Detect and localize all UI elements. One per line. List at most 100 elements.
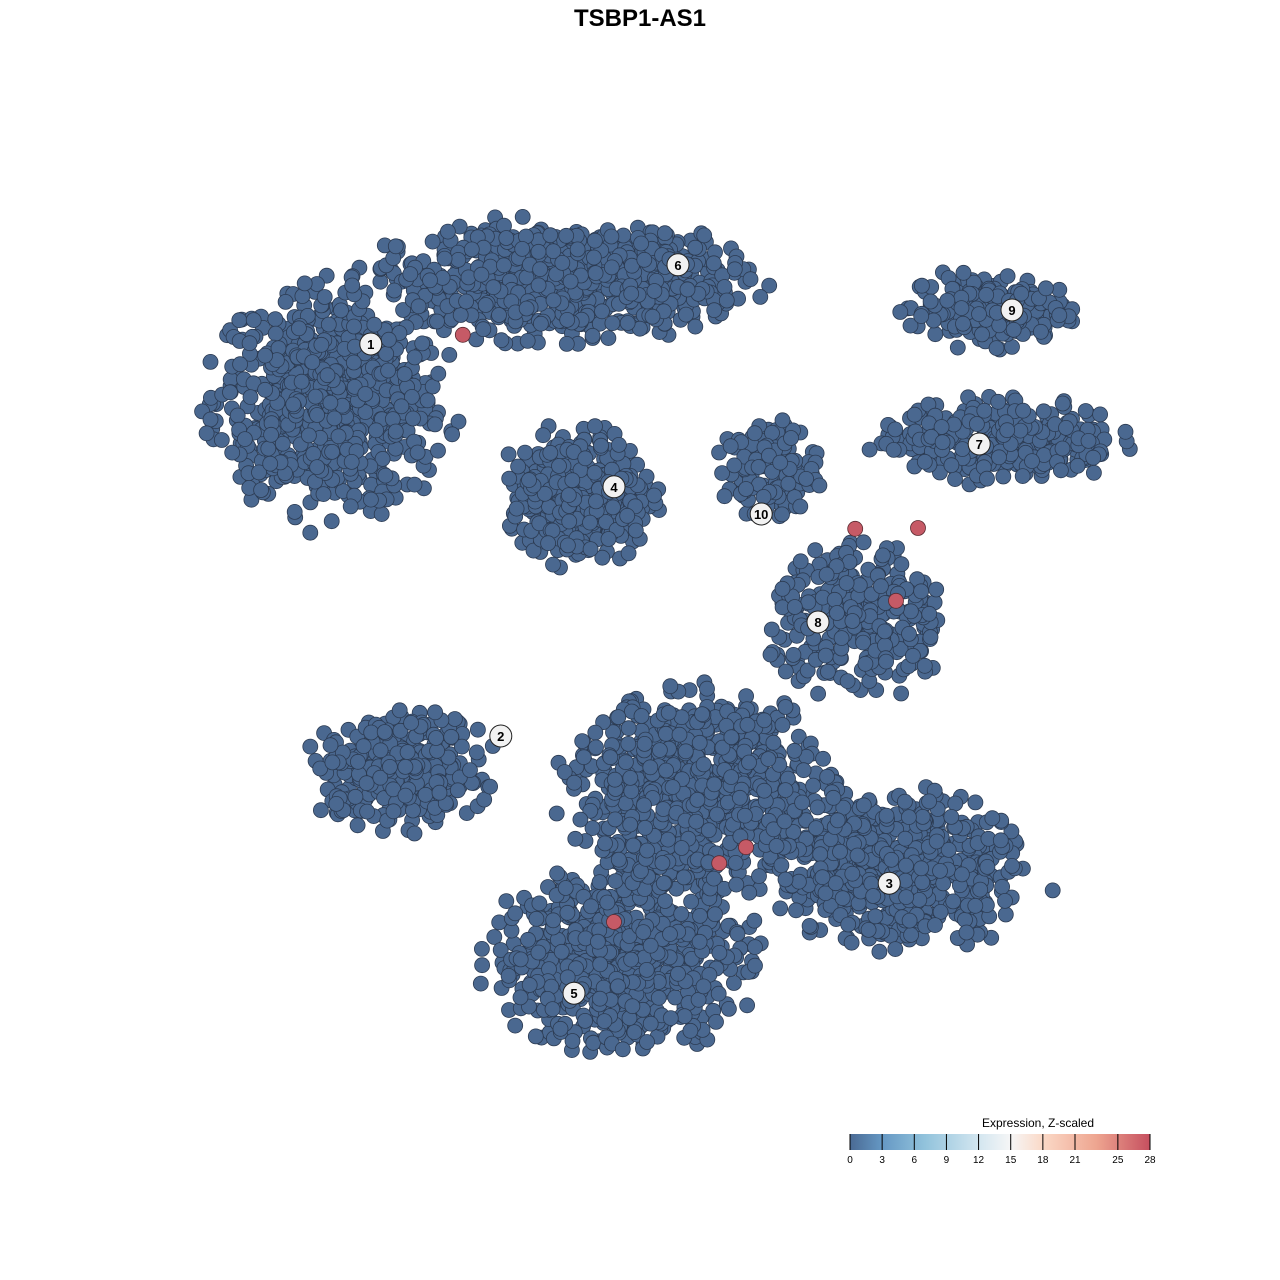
cell-point (650, 989, 667, 1006)
cell-point (424, 233, 441, 250)
chart-title: TSBP1-AS1 (574, 5, 706, 32)
cell-point (414, 335, 431, 352)
cell-point (473, 266, 490, 283)
cell-point (313, 336, 330, 353)
cell-point (1024, 453, 1040, 470)
cell-point (969, 416, 985, 432)
cell-point (285, 396, 302, 413)
cell-point (474, 957, 491, 974)
cell-point (972, 881, 989, 898)
cell-point (785, 647, 802, 663)
cell-point (561, 513, 578, 530)
cell-point (403, 388, 420, 405)
cell-point (385, 803, 402, 820)
cell-point (366, 316, 383, 333)
cell-point (427, 416, 443, 433)
cell-point (1092, 406, 1108, 423)
cell-point (296, 275, 313, 292)
cell-point (521, 977, 538, 993)
cell-point (1051, 307, 1068, 324)
cell-point (349, 753, 366, 770)
cell-point (475, 321, 492, 338)
cell-point (623, 951, 639, 968)
cell-point (485, 279, 502, 296)
cell-point (711, 945, 728, 961)
cell-point (347, 788, 364, 805)
cell-point (545, 292, 562, 309)
cell-point (772, 900, 789, 917)
cell-point (642, 937, 659, 954)
cell-point (662, 1010, 679, 1026)
cell-point (812, 846, 829, 863)
cell-point (646, 487, 662, 504)
cell-point (662, 926, 678, 942)
cell-point (851, 577, 868, 593)
cell-point (773, 857, 790, 874)
cell-point (586, 464, 603, 481)
cell-point (855, 797, 872, 814)
cell-point (646, 283, 663, 299)
cell-point (500, 967, 517, 984)
cell-point (721, 1001, 737, 1017)
cell-point (377, 467, 394, 484)
cell-point (834, 890, 851, 907)
cell-point (373, 506, 390, 522)
cell-point (953, 300, 970, 317)
cell-point (462, 762, 478, 778)
cell-point (995, 468, 1012, 485)
cell-point (363, 724, 380, 741)
cell-point (635, 924, 652, 940)
cell-point (678, 306, 694, 323)
cell-point (473, 941, 490, 957)
cell-point (512, 951, 529, 968)
cell-point (898, 857, 914, 874)
cell-point (619, 315, 636, 331)
cell-point (559, 904, 576, 921)
cell-point (840, 916, 857, 933)
cell-point (928, 833, 945, 850)
cell-point (535, 427, 551, 444)
cell-point (362, 491, 379, 508)
cell-point (343, 453, 360, 470)
cell-point (875, 547, 891, 564)
cell-point (1053, 462, 1069, 479)
cell-point (368, 422, 385, 439)
cell-point (913, 583, 929, 600)
cell-point (582, 514, 598, 531)
cell-point (692, 908, 708, 924)
cell-point (330, 428, 347, 445)
cell-point (267, 325, 284, 342)
cell-point (978, 286, 995, 303)
cell-point (883, 851, 900, 868)
cell-point (349, 817, 366, 834)
cell-point (342, 498, 359, 515)
cell-point (600, 330, 617, 347)
cell-point (997, 906, 1014, 923)
cell-point (947, 471, 963, 488)
cell-point (801, 918, 818, 934)
cell-point (532, 261, 548, 278)
cell-point (260, 440, 277, 457)
cell-point (406, 825, 423, 842)
cell-point (738, 481, 754, 497)
cell-point (906, 406, 923, 423)
cell-point (974, 326, 990, 343)
cell-point (293, 373, 310, 390)
cell-point (232, 356, 249, 373)
cell-point (560, 537, 576, 554)
cell-point (593, 437, 609, 454)
cell-point (355, 738, 372, 755)
cell-point (1054, 440, 1071, 457)
cell-point (914, 874, 931, 891)
cell-point (791, 873, 807, 890)
cell-point (501, 470, 518, 487)
cell-point (316, 289, 333, 305)
cell-point (405, 410, 421, 427)
cell-point (245, 312, 262, 329)
cell-point (309, 459, 326, 476)
cell-point (844, 865, 861, 882)
cell-point (916, 657, 933, 674)
cell-point (839, 673, 856, 689)
cell-point (242, 389, 259, 406)
